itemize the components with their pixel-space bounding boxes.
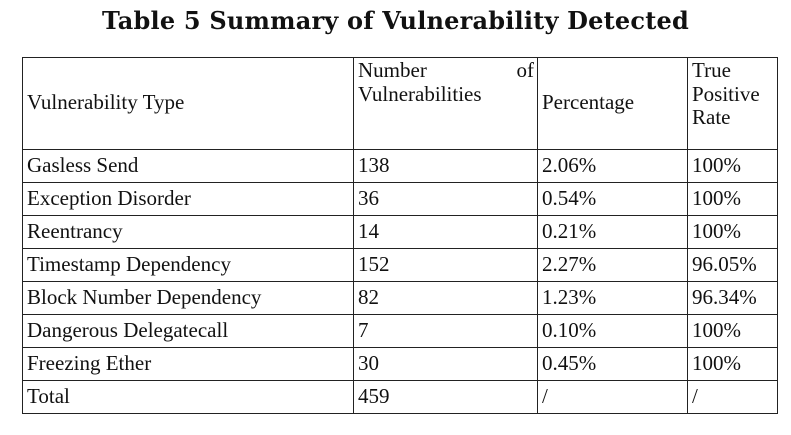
header-tpr-line1: True — [692, 58, 731, 82]
vulnerability-summary-table: Vulnerability Type Number of Vulnerabili… — [22, 57, 778, 414]
table-header-row: Vulnerability Type Number of Vulnerabili… — [22, 57, 778, 150]
header-number-of-vulnerabilities: Number of Vulnerabilities — [353, 57, 538, 150]
cell-vulnerability-type: Timestamp Dependency — [22, 248, 354, 282]
table-caption: Table 5 Summary of Vulnerability Detecte… — [102, 6, 689, 35]
cell-number: 7 — [353, 314, 538, 348]
cell-true-positive-rate: 100% — [687, 182, 778, 216]
table-row: Gasless Send 138 2.06% 100% — [22, 149, 778, 183]
header-tpr-line3: Rate — [692, 105, 731, 130]
table-row: Timestamp Dependency 152 2.27% 96.05% — [22, 248, 778, 282]
header-number-word: Number — [358, 58, 427, 82]
table-row: Dangerous Delegatecall 7 0.10% 100% — [22, 314, 778, 348]
cell-true-positive-rate: 100% — [687, 314, 778, 348]
cell-percentage: 1.23% — [537, 281, 688, 315]
cell-number: 30 — [353, 347, 538, 381]
cell-percentage: 2.27% — [537, 248, 688, 282]
table-row: Exception Disorder 36 0.54% 100% — [22, 182, 778, 216]
cell-vulnerability-type: Exception Disorder — [22, 182, 354, 216]
header-percentage: Percentage — [537, 57, 688, 150]
cell-true-positive-rate: 96.05% — [687, 248, 778, 282]
cell-true-positive-rate: 96.34% — [687, 281, 778, 315]
header-tpr-line2: Positive — [692, 81, 760, 106]
cell-true-positive-rate: 100% — [687, 215, 778, 249]
cell-vulnerability-type: Block Number Dependency — [22, 281, 354, 315]
header-vulnerability-type: Vulnerability Type — [22, 57, 354, 150]
cell-number: 152 — [353, 248, 538, 282]
cell-vulnerability-type: Dangerous Delegatecall — [22, 314, 354, 348]
header-vulnerabilities-word: Vulnerabilities — [358, 81, 482, 106]
cell-percentage: 0.45% — [537, 347, 688, 381]
table-row: Block Number Dependency 82 1.23% 96.34% — [22, 281, 778, 315]
cell-vulnerability-type: Gasless Send — [22, 149, 354, 183]
cell-vulnerability-type: Reentrancy — [22, 215, 354, 249]
cell-true-positive-rate: 100% — [687, 149, 778, 183]
cell-percentage: 0.54% — [537, 182, 688, 216]
cell-number: 82 — [353, 281, 538, 315]
header-of-word: of — [516, 58, 535, 82]
cell-percentage: 0.10% — [537, 314, 688, 348]
cell-number: 138 — [353, 149, 538, 183]
cell-percentage: 2.06% — [537, 149, 688, 183]
cell-number: 36 — [353, 182, 538, 216]
cell-true-positive-rate: / — [687, 380, 778, 414]
cell-number: 14 — [353, 215, 538, 249]
header-true-positive-rate: True Positive Rate — [687, 57, 778, 150]
cell-true-positive-rate: 100% — [687, 347, 778, 381]
table-row: Freezing Ether 30 0.45% 100% — [22, 347, 778, 381]
table-row: Reentrancy 14 0.21% 100% — [22, 215, 778, 249]
cell-percentage: / — [537, 380, 688, 414]
cell-number: 459 — [353, 380, 538, 414]
cell-percentage: 0.21% — [537, 215, 688, 249]
cell-vulnerability-type: Total — [22, 380, 354, 414]
cell-vulnerability-type: Freezing Ether — [22, 347, 354, 381]
table-row-total: Total 459 / / — [22, 380, 778, 414]
